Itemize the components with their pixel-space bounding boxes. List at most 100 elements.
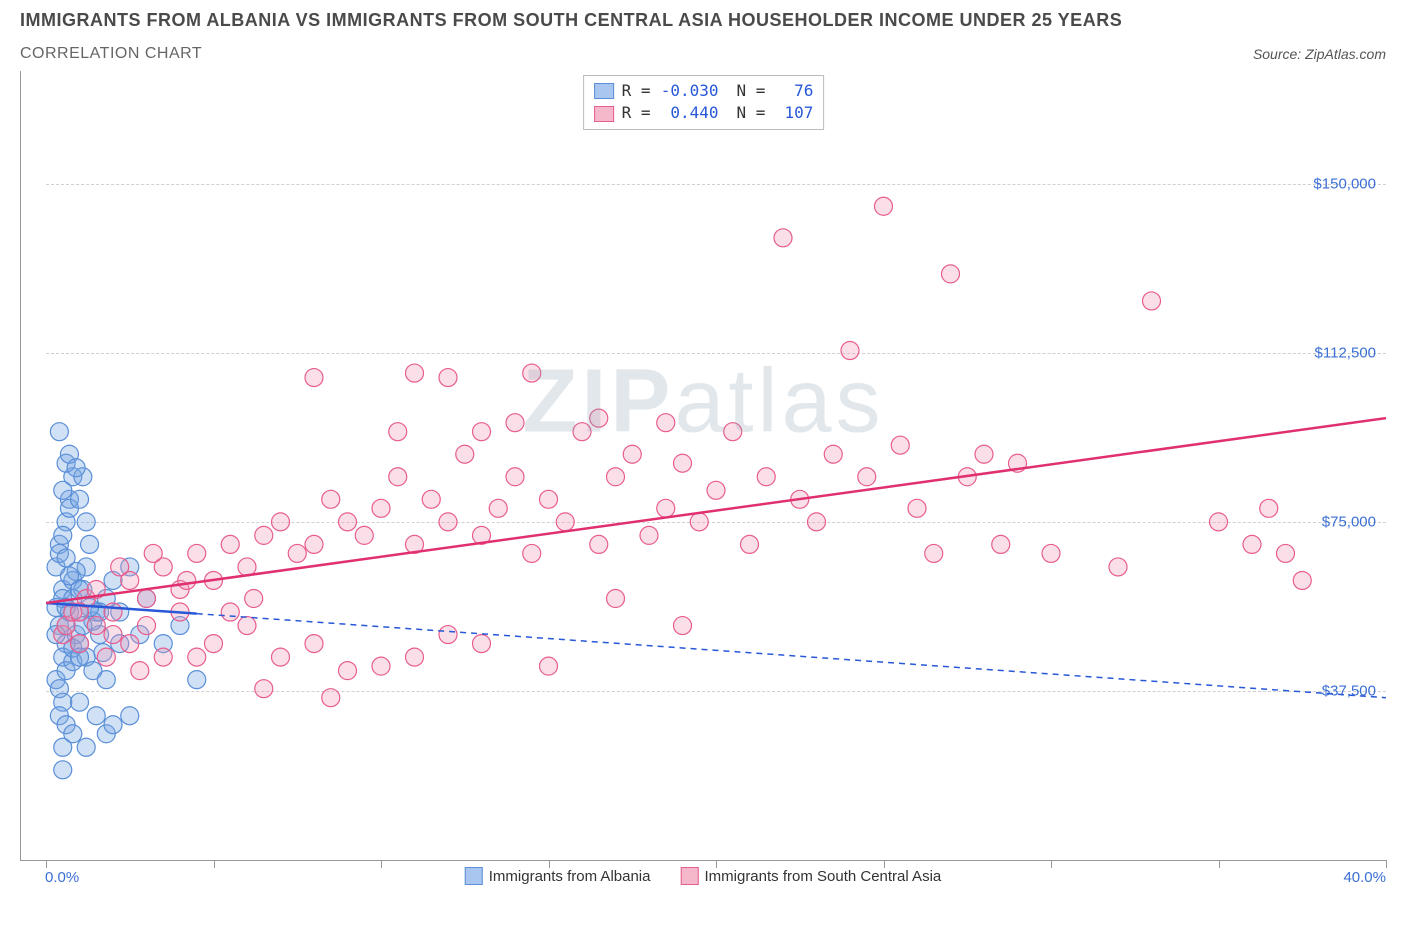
data-point-south_central_asia [87, 617, 105, 635]
data-point-south_central_asia [97, 648, 115, 666]
trend-line-south_central_asia [46, 418, 1386, 603]
data-point-south_central_asia [131, 662, 149, 680]
stats-row: R =0.440N =107 [594, 102, 814, 124]
data-point-south_central_asia [1277, 544, 1295, 562]
data-point-south_central_asia [355, 526, 373, 544]
data-point-south_central_asia [506, 468, 524, 486]
data-point-south_central_asia [657, 414, 675, 432]
data-point-south_central_asia [322, 689, 340, 707]
data-point-south_central_asia [891, 436, 909, 454]
data-point-south_central_asia [154, 648, 172, 666]
stats-r-label: R = [622, 102, 651, 124]
data-point-albania [71, 693, 89, 711]
data-point-south_central_asia [305, 369, 323, 387]
data-point-south_central_asia [690, 513, 708, 531]
data-point-south_central_asia [372, 657, 390, 675]
legend-item: Immigrants from South Central Asia [680, 867, 941, 885]
data-point-albania [104, 716, 122, 734]
data-point-south_central_asia [245, 590, 263, 608]
legend-swatch [465, 867, 483, 885]
data-point-south_central_asia [406, 648, 424, 666]
x-axis-max-label: 40.0% [1343, 869, 1386, 886]
data-point-south_central_asia [339, 513, 357, 531]
data-point-albania [54, 761, 72, 779]
data-point-south_central_asia [925, 544, 943, 562]
data-point-south_central_asia [1143, 292, 1161, 310]
stats-n-value: 76 [773, 80, 813, 102]
data-point-south_central_asia [255, 526, 273, 544]
data-point-south_central_asia [556, 513, 574, 531]
data-point-south_central_asia [104, 603, 122, 621]
data-point-south_central_asia [238, 617, 256, 635]
legend-swatch [680, 867, 698, 885]
data-point-south_central_asia [272, 648, 290, 666]
data-point-south_central_asia [590, 535, 608, 553]
data-point-south_central_asia [322, 490, 340, 508]
data-point-south_central_asia [875, 197, 893, 215]
data-point-south_central_asia [406, 364, 424, 382]
data-point-albania [64, 725, 82, 743]
data-point-south_central_asia [674, 617, 692, 635]
data-point-south_central_asia [121, 635, 139, 653]
data-point-albania [77, 738, 95, 756]
data-point-south_central_asia [305, 635, 323, 653]
data-point-south_central_asia [473, 635, 491, 653]
data-point-south_central_asia [824, 445, 842, 463]
data-point-south_central_asia [71, 635, 89, 653]
data-point-south_central_asia [707, 481, 725, 499]
stats-r-value: -0.030 [659, 80, 719, 102]
data-point-south_central_asia [138, 590, 156, 608]
data-point-south_central_asia [992, 535, 1010, 553]
x-axis-min-label: 0.0% [45, 869, 79, 886]
data-point-south_central_asia [942, 265, 960, 283]
data-point-albania [97, 671, 115, 689]
data-point-south_central_asia [741, 535, 759, 553]
data-point-south_central_asia [178, 571, 196, 589]
data-point-south_central_asia [975, 445, 993, 463]
data-point-south_central_asia [205, 635, 223, 653]
data-point-south_central_asia [1243, 535, 1261, 553]
data-point-south_central_asia [456, 445, 474, 463]
data-point-south_central_asia [188, 648, 206, 666]
data-point-south_central_asia [841, 342, 859, 360]
data-point-south_central_asia [1210, 513, 1228, 531]
data-point-albania [77, 513, 95, 531]
data-point-south_central_asia [607, 468, 625, 486]
data-point-south_central_asia [657, 499, 675, 517]
data-point-albania [71, 490, 89, 508]
data-point-south_central_asia [908, 499, 926, 517]
legend-label: Immigrants from South Central Asia [704, 868, 941, 885]
data-point-south_central_asia [188, 544, 206, 562]
data-point-south_central_asia [489, 499, 507, 517]
data-point-south_central_asia [674, 454, 692, 472]
stats-swatch [594, 106, 614, 122]
data-point-south_central_asia [1293, 571, 1311, 589]
data-point-south_central_asia [623, 445, 641, 463]
data-point-south_central_asia [372, 499, 390, 517]
data-point-albania [188, 671, 206, 689]
legend: Immigrants from Albania Immigrants from S… [465, 867, 942, 885]
data-point-south_central_asia [640, 526, 658, 544]
data-point-south_central_asia [144, 544, 162, 562]
data-point-albania [81, 535, 99, 553]
stats-swatch [594, 83, 614, 99]
data-point-south_central_asia [523, 544, 541, 562]
data-point-south_central_asia [757, 468, 775, 486]
chart-area: Householder Income Under 25 years R =-0.… [20, 71, 1386, 861]
stats-n-label: N = [737, 80, 766, 102]
correlation-stats-box: R = -0.030 N = 76R =0.440N =107 [583, 75, 825, 130]
data-point-south_central_asia [523, 364, 541, 382]
data-point-south_central_asia [422, 490, 440, 508]
stats-n-value: 107 [773, 102, 813, 124]
data-point-south_central_asia [439, 513, 457, 531]
chart-title: IMMIGRANTS FROM ALBANIA VS IMMIGRANTS FR… [20, 10, 1386, 31]
data-point-south_central_asia [389, 423, 407, 441]
data-point-south_central_asia [255, 680, 273, 698]
data-point-south_central_asia [774, 229, 792, 247]
legend-label: Immigrants from Albania [489, 868, 651, 885]
data-point-south_central_asia [439, 369, 457, 387]
data-point-south_central_asia [473, 423, 491, 441]
data-point-albania [54, 526, 72, 544]
data-point-south_central_asia [339, 662, 357, 680]
legend-item: Immigrants from Albania [465, 867, 651, 885]
